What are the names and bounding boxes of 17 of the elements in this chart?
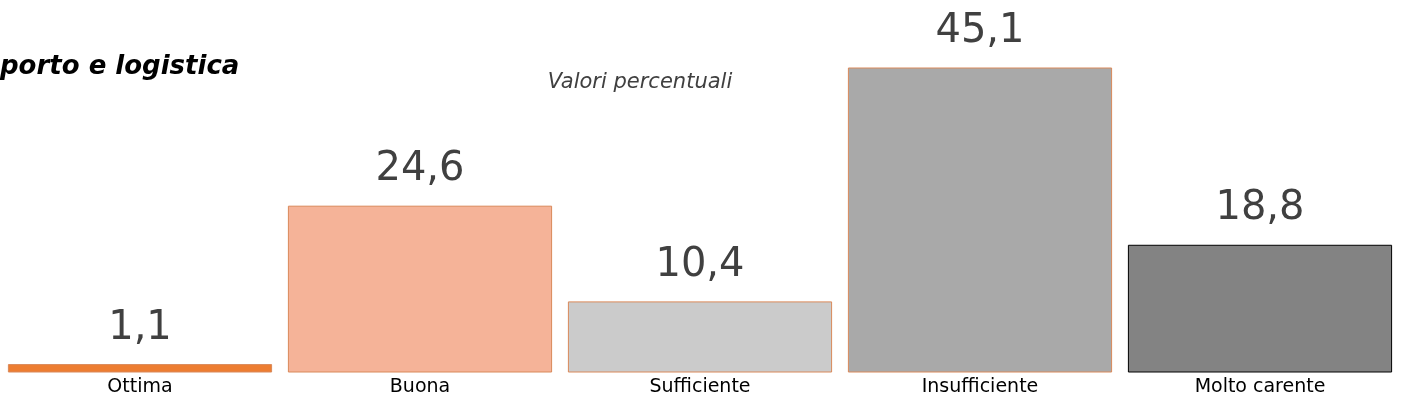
- bar: [287, 205, 553, 373]
- bar: [847, 67, 1113, 373]
- data-label: 24,6: [375, 143, 465, 190]
- x-tick-label: Buona: [389, 373, 451, 396]
- bar: [567, 301, 833, 373]
- x-tick-label: Ottima: [107, 373, 173, 396]
- data-label: 1,1: [108, 301, 172, 348]
- x-tick-label: Insufficiente: [921, 373, 1039, 396]
- bar: [7, 364, 273, 373]
- chart-title: porto e logistica: [0, 50, 240, 80]
- chart-subtitle: Valori percentuali: [547, 69, 733, 93]
- data-label: 18,8: [1215, 182, 1305, 229]
- x-tick-label: Sufficiente: [649, 373, 751, 396]
- bar: [1127, 244, 1393, 373]
- x-tick-label: Molto carente: [1194, 373, 1326, 396]
- data-label: 10,4: [655, 238, 745, 285]
- data-label: 45,1: [935, 5, 1025, 51]
